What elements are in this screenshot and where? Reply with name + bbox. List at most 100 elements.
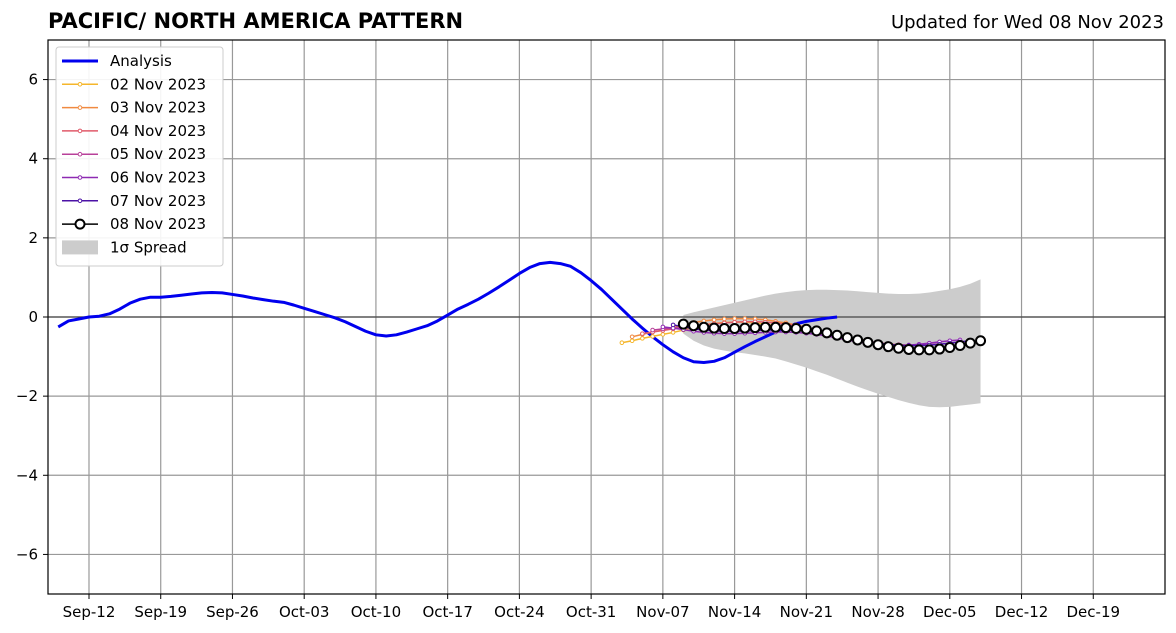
y-tick-label: 6 — [28, 71, 38, 89]
current-forecast-point — [790, 322, 802, 334]
current-forecast-point — [913, 344, 925, 356]
current-forecast-point — [903, 343, 915, 355]
current-forecast-point — [964, 337, 976, 349]
forecast-point — [650, 327, 655, 333]
y-tick-label: −4 — [16, 466, 38, 484]
forecast-point — [660, 332, 666, 337]
x-tick-label: Nov-21 — [780, 603, 833, 621]
current-forecast-point — [698, 321, 710, 333]
forecast-point — [670, 322, 676, 328]
x-tick-label: Oct-17 — [422, 603, 472, 621]
current-forecast-point — [975, 335, 987, 347]
current-forecast-point — [821, 327, 833, 339]
current-forecast-point — [954, 339, 966, 351]
x-tick-label: Oct-10 — [351, 603, 401, 621]
legend-marker — [77, 175, 83, 180]
current-forecast-point — [852, 334, 864, 346]
current-forecast-point — [944, 341, 956, 353]
current-forecast-point — [862, 336, 874, 348]
x-tick-label: Oct-31 — [566, 603, 616, 621]
x-tick-label: Nov-28 — [851, 603, 904, 621]
current-forecast-point — [739, 322, 751, 334]
chart-subtitle: Updated for Wed 08 Nov 2023 — [890, 12, 1164, 33]
forecast-point — [640, 336, 645, 341]
legend-item: 07 Nov 2023 — [62, 192, 206, 210]
forecast-point — [629, 334, 635, 340]
x-tick-label: Sep-12 — [63, 603, 116, 621]
y-tick-label: 4 — [28, 150, 38, 168]
legend-label: 08 Nov 2023 — [110, 215, 206, 233]
current-forecast-point — [923, 344, 935, 356]
legend-item: Analysis — [62, 52, 172, 70]
legend-label: Analysis — [110, 52, 172, 70]
current-forecast-point — [800, 323, 812, 335]
x-tick-label: Nov-14 — [708, 603, 761, 621]
legend-item: 08 Nov 2023 — [62, 215, 206, 233]
x-tick-label: Sep-19 — [134, 603, 187, 621]
y-tick-label: 0 — [28, 308, 38, 326]
forecast-point — [650, 334, 655, 339]
current-forecast-point — [759, 321, 771, 333]
legend-label: 05 Nov 2023 — [110, 145, 206, 163]
current-forecast-point — [677, 318, 689, 330]
current-forecast-point — [718, 322, 730, 334]
x-tick-label: Dec-12 — [995, 603, 1049, 621]
current-forecast-point — [811, 325, 823, 337]
forecast-point — [640, 331, 645, 336]
x-axis: Sep-12 Sep-19 Sep-26 Oct-03 Oct-10 Oct-17 Oct-… — [63, 594, 1120, 621]
forecast-point — [722, 316, 727, 322]
forecast-point — [619, 340, 625, 346]
forecast-point — [670, 330, 676, 335]
y-tick-label: 2 — [28, 229, 38, 247]
legend-item: 04 Nov 2023 — [62, 122, 206, 140]
plot-area — [48, 40, 1165, 594]
forecast-point — [629, 338, 635, 344]
legend-item: 05 Nov 2023 — [62, 145, 206, 163]
forecast-point — [660, 324, 666, 330]
current-forecast-point — [841, 332, 853, 344]
legend: Analysis 02 Nov 2023 03 Nov 2023 04 Nov 202… — [55, 46, 224, 267]
legend-label: 06 Nov 2023 — [110, 169, 206, 187]
legend-item: 06 Nov 2023 — [62, 169, 206, 187]
legend-item: 02 Nov 2023 — [62, 75, 206, 93]
current-forecast-point — [893, 342, 905, 354]
x-tick-label: Oct-03 — [279, 603, 329, 621]
current-forecast-point — [708, 322, 720, 334]
x-tick-label: Dec-05 — [923, 603, 977, 621]
forecast-point — [711, 317, 717, 323]
legend-marker — [77, 198, 83, 204]
current-forecast-point — [770, 321, 782, 333]
current-forecast-point — [872, 339, 884, 351]
legend-marker — [77, 105, 83, 110]
legend-label: 03 Nov 2023 — [110, 99, 206, 117]
legend-label: 04 Nov 2023 — [110, 122, 206, 140]
current-forecast-point — [882, 341, 894, 353]
legend-label: 1σ Spread — [110, 238, 187, 256]
current-forecast-point — [749, 322, 761, 334]
legend-item: 1σ Spread — [62, 238, 187, 256]
legend-marker — [77, 151, 83, 157]
current-forecast-point — [934, 343, 946, 355]
y-tick-label: −2 — [16, 387, 38, 405]
legend-marker — [77, 82, 83, 87]
legend-label: 02 Nov 2023 — [110, 75, 206, 93]
current-forecast-point — [688, 320, 700, 332]
current-forecast-point — [729, 322, 741, 334]
x-tick-label: Sep-26 — [206, 603, 259, 621]
analysis-line — [57, 260, 838, 365]
forecast-point — [732, 316, 737, 321]
spread-band — [683, 279, 981, 408]
x-tick-label: Dec-19 — [1067, 603, 1121, 621]
legend-marker — [74, 218, 86, 230]
x-tick-label: Oct-24 — [494, 603, 544, 621]
y-axis: −6 −4 −2 0 2 4 6 — [16, 71, 48, 563]
legend-item: 03 Nov 2023 — [62, 99, 206, 117]
current-forecast-point — [831, 329, 843, 341]
y-tick-label: −6 — [16, 545, 38, 563]
chart-title: PACIFIC/ NORTH AMERICA PATTERN — [48, 9, 464, 33]
legend-box — [55, 46, 224, 267]
x-tick-label: Nov-07 — [636, 603, 689, 621]
legend-marker — [77, 128, 83, 134]
current-forecast-point — [780, 322, 792, 334]
